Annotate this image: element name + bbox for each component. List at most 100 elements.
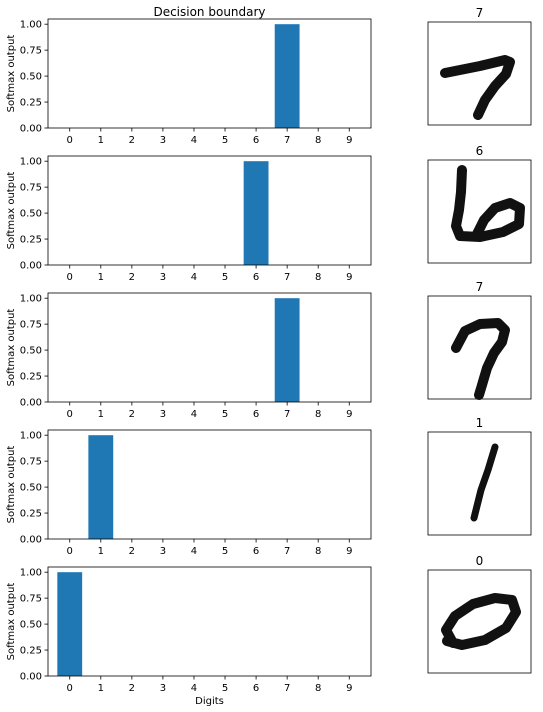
x-tick-label: 7 <box>284 272 290 283</box>
x-tick-label: 0 <box>67 409 73 420</box>
digit-image-4: 1 <box>427 416 532 536</box>
digit-image-2: 6 <box>427 144 532 264</box>
y-tick-label: 0.25 <box>20 509 42 520</box>
x-tick-label: 5 <box>222 683 228 694</box>
y-tick-label: 0.25 <box>20 98 42 109</box>
image-title: 0 <box>476 554 484 568</box>
x-tick-label: 9 <box>346 272 352 283</box>
digit-stroke <box>470 443 499 522</box>
x-tick-label: 4 <box>191 135 197 146</box>
x-tick-label: 8 <box>315 409 321 420</box>
bar-1 <box>88 435 114 539</box>
digit-image-5: 0 <box>427 554 532 674</box>
y-tick-label: 0.25 <box>20 235 42 246</box>
digit-stroke <box>451 165 525 242</box>
x-tick-label: 0 <box>67 135 73 146</box>
x-tick-label: 5 <box>222 135 228 146</box>
x-tick-label: 8 <box>315 272 321 283</box>
y-tick-label: 0.00 <box>20 535 42 546</box>
x-tick-label: 5 <box>222 546 228 557</box>
y-tick-label: 0.25 <box>20 646 42 657</box>
x-tick-label: 9 <box>346 135 352 146</box>
digit-stroke <box>441 593 521 650</box>
y-tick-label: 1.00 <box>20 157 42 168</box>
x-tick-label: 4 <box>191 546 197 557</box>
y-tick-label: 0.00 <box>20 398 42 409</box>
digit-image-frame <box>427 569 532 674</box>
y-tick-label: 0.75 <box>20 183 42 194</box>
x-tick-label: 6 <box>253 135 259 146</box>
y-axis-label: Softmax output <box>6 35 17 113</box>
bar-6 <box>243 161 269 265</box>
digit-stroke <box>440 55 515 120</box>
y-axis-label: Softmax output <box>6 172 17 250</box>
x-tick-label: 1 <box>98 409 104 420</box>
x-tick-label: 3 <box>160 272 166 283</box>
x-tick-label: 2 <box>129 272 135 283</box>
x-tick-label: 2 <box>129 683 135 694</box>
y-tick-label: 1.00 <box>20 294 42 305</box>
digit-image-1: 7 <box>427 6 532 126</box>
y-tick-label: 1.00 <box>20 568 42 579</box>
image-title: 7 <box>476 280 484 294</box>
axes-frame <box>47 292 372 403</box>
x-tick-label: 1 <box>98 546 104 557</box>
x-tick-label: 2 <box>129 546 135 557</box>
y-axis-label: Softmax output <box>6 583 17 661</box>
bar-7 <box>274 298 300 402</box>
x-tick-label: 3 <box>160 135 166 146</box>
y-tick-label: 0.75 <box>20 594 42 605</box>
image-title: 6 <box>476 144 484 158</box>
y-tick-label: 0.00 <box>20 261 42 272</box>
x-tick-label: 3 <box>160 683 166 694</box>
y-tick-label: 1.00 <box>20 431 42 442</box>
chart-title: Decision boundary <box>153 5 265 19</box>
y-tick-label: 0.00 <box>20 672 42 683</box>
y-tick-label: 0.50 <box>20 483 42 494</box>
digit-image-frame <box>427 21 532 126</box>
y-tick-label: 0.50 <box>20 346 42 357</box>
x-tick-label: 3 <box>160 409 166 420</box>
x-tick-label: 2 <box>129 409 135 420</box>
x-tick-label: 8 <box>315 546 321 557</box>
y-tick-label: 0.50 <box>20 72 42 83</box>
bar-7 <box>274 24 300 128</box>
axes-frame <box>47 18 372 129</box>
x-tick-label: 6 <box>253 683 259 694</box>
x-tick-label: 1 <box>98 683 104 694</box>
digit-stroke <box>451 318 510 400</box>
y-tick-label: 0.75 <box>20 46 42 57</box>
y-tick-label: 0.75 <box>20 457 42 468</box>
x-tick-label: 4 <box>191 683 197 694</box>
y-tick-label: 1.00 <box>20 20 42 31</box>
y-axis-label: Softmax output <box>6 446 17 524</box>
y-axis-label: Softmax output <box>6 309 17 387</box>
x-tick-label: 9 <box>346 546 352 557</box>
image-title: 1 <box>476 416 484 430</box>
x-tick-label: 1 <box>98 135 104 146</box>
y-tick-label: 0.50 <box>20 620 42 631</box>
x-tick-label: 7 <box>284 409 290 420</box>
x-tick-label: 2 <box>129 135 135 146</box>
x-tick-label: 0 <box>67 272 73 283</box>
x-tick-label: 6 <box>253 409 259 420</box>
x-tick-label: 7 <box>284 546 290 557</box>
image-title: 7 <box>476 6 484 20</box>
digit-image-frame <box>427 431 532 536</box>
x-tick-label: 0 <box>67 546 73 557</box>
axes-frame <box>47 566 372 677</box>
x-tick-label: 7 <box>284 135 290 146</box>
x-tick-label: 6 <box>253 272 259 283</box>
x-tick-label: 3 <box>160 546 166 557</box>
x-tick-label: 1 <box>98 272 104 283</box>
x-tick-label: 4 <box>191 409 197 420</box>
axes-frame <box>47 155 372 266</box>
x-tick-label: 7 <box>284 683 290 694</box>
y-tick-label: 0.00 <box>20 124 42 135</box>
x-tick-label: 9 <box>346 683 352 694</box>
x-tick-label: 8 <box>315 683 321 694</box>
